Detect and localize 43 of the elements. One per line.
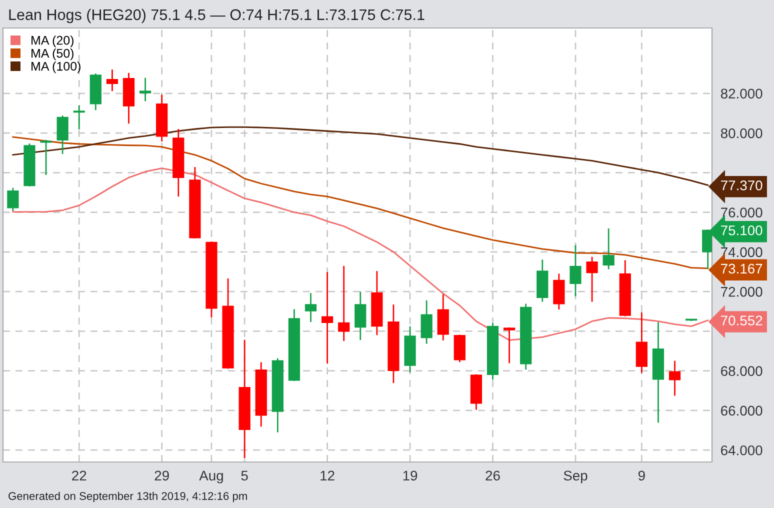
- candlestick: [354, 292, 366, 340]
- y-tick-label: 74.000: [721, 247, 762, 258]
- x-tick-label: 22: [72, 470, 86, 480]
- candlestick: [56, 115, 68, 154]
- candlestick: [668, 360, 681, 396]
- candlestick: [106, 70, 118, 92]
- x-tick-label: Sep: [564, 470, 588, 484]
- candlestick: [553, 274, 565, 310]
- x-tick-label: 26: [486, 470, 500, 481]
- y-tick-label: 80.000: [720, 128, 762, 138]
- candlestick: [321, 272, 334, 364]
- x-tick-label: 19: [403, 470, 418, 481]
- candlestick: [570, 245, 582, 296]
- legend-label: MA (100): [32, 62, 80, 74]
- y2-tick-label: 75.100: [721, 225, 762, 236]
- x-tick-label: 12: [320, 470, 334, 480]
- candlestick: [420, 300, 432, 344]
- candlestick: [586, 256, 598, 302]
- y-tick-label: 82.000: [720, 88, 762, 99]
- y-tick-label: 76.000: [721, 208, 762, 218]
- legend-label: MA (50): [32, 48, 74, 60]
- x-tick-label: Aug: [199, 470, 223, 484]
- x-tick-label: 9: [638, 470, 645, 481]
- candlestick: [7, 188, 19, 212]
- candlestick: [504, 327, 516, 364]
- y-tick-label: 64.000: [721, 445, 762, 456]
- y2-tick-label: 73.167: [721, 264, 762, 274]
- legend-label: MA (20): [32, 36, 74, 48]
- y-tick-label: 72.000: [721, 286, 762, 297]
- candlestick: [139, 78, 152, 102]
- line-series: [12, 136, 709, 270]
- candlestick: [73, 105, 85, 130]
- y-tick-label: 66.000: [721, 406, 762, 416]
- candlestick: [338, 266, 350, 342]
- y-tick-label: 68.000: [721, 366, 762, 376]
- x-tick-label: 5: [241, 470, 248, 481]
- y2-tick-label: 70.552: [721, 316, 762, 326]
- candlestick: [304, 293, 317, 322]
- chart-title: Lean Hogs (HEG20) 75.1 4.5 — O:74 H:75.1 L:73.175 C:75.1: [9, 8, 424, 24]
- text: Generated on September 13th 2019, 4:12:16 pm: [8, 492, 247, 502]
- y2-tick-label: 77.370: [721, 180, 762, 190]
- candlestick: [602, 228, 614, 270]
- x-tick-label: 29: [154, 470, 169, 481]
